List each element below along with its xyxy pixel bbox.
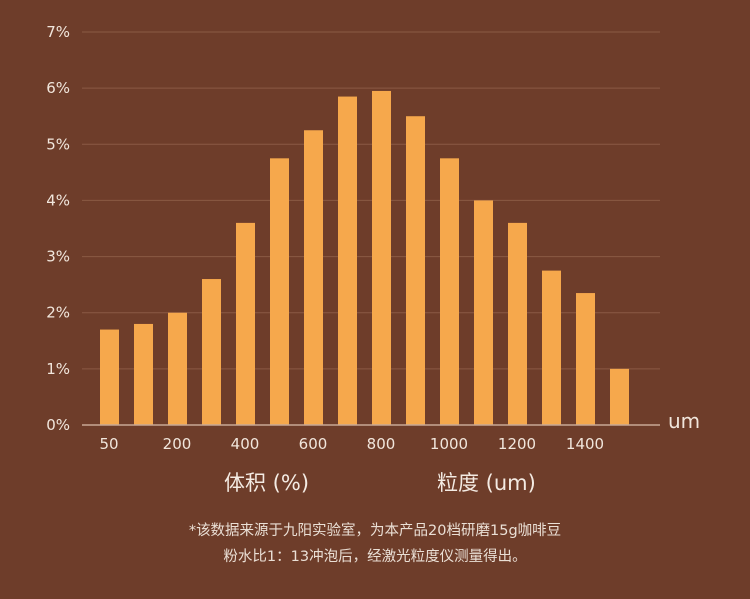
bar xyxy=(304,130,323,425)
y-tick-label: 4% xyxy=(46,191,70,209)
x-tick-label: 1200 xyxy=(498,435,536,453)
particle-size-chart: 0% 1% 2% 3% 4% 5% 6% 7% 50 200 400 600 800 1000 1200 1… xyxy=(46,23,700,453)
y-tick-label: 0% xyxy=(46,416,70,434)
x-tick-label: 200 xyxy=(163,435,192,453)
bar xyxy=(168,312,187,425)
bar xyxy=(508,222,527,425)
bar xyxy=(100,329,119,425)
bar xyxy=(236,222,255,425)
bar xyxy=(202,279,221,425)
size-axis-label: 粒度 (um) xyxy=(437,471,536,495)
x-tick-label: 800 xyxy=(367,435,396,453)
x-tick-label: 1000 xyxy=(430,435,468,453)
x-tick-label: 600 xyxy=(299,435,328,453)
bar xyxy=(134,323,153,425)
x-tick-labels: 50 200 400 600 800 1000 1200 1400 xyxy=(99,435,604,453)
volume-axis-label: 体积 (%) xyxy=(224,471,310,495)
y-tick-labels: 0% 1% 2% 3% 4% 5% 6% 7% xyxy=(46,23,70,434)
y-tick-label: 2% xyxy=(46,304,70,322)
bar xyxy=(372,90,391,425)
y-tick-label: 1% xyxy=(46,360,70,378)
y-tick-label: 3% xyxy=(46,248,70,266)
bars xyxy=(100,90,629,426)
bar xyxy=(440,158,459,426)
x-tick-label: 400 xyxy=(231,435,260,453)
bar xyxy=(542,270,561,425)
footnote-line-2: 粉水比1：13冲泡后，经激光粒度仪测量得出。 xyxy=(223,549,527,565)
bar xyxy=(406,116,425,425)
y-tick-label: 7% xyxy=(46,23,70,41)
bar xyxy=(270,158,289,426)
x-tick-label: 50 xyxy=(99,435,118,453)
bar xyxy=(338,96,357,426)
footnote-line-1: *该数据来源于九阳实验室，为本产品20档研磨15g咖啡豆 xyxy=(188,523,562,539)
y-tick-label: 5% xyxy=(46,135,70,153)
y-tick-label: 6% xyxy=(46,79,70,97)
bar xyxy=(576,293,595,425)
bar xyxy=(610,368,629,425)
bar xyxy=(474,200,493,425)
x-tick-label: 1400 xyxy=(566,435,604,453)
x-axis-unit: um xyxy=(668,409,700,433)
